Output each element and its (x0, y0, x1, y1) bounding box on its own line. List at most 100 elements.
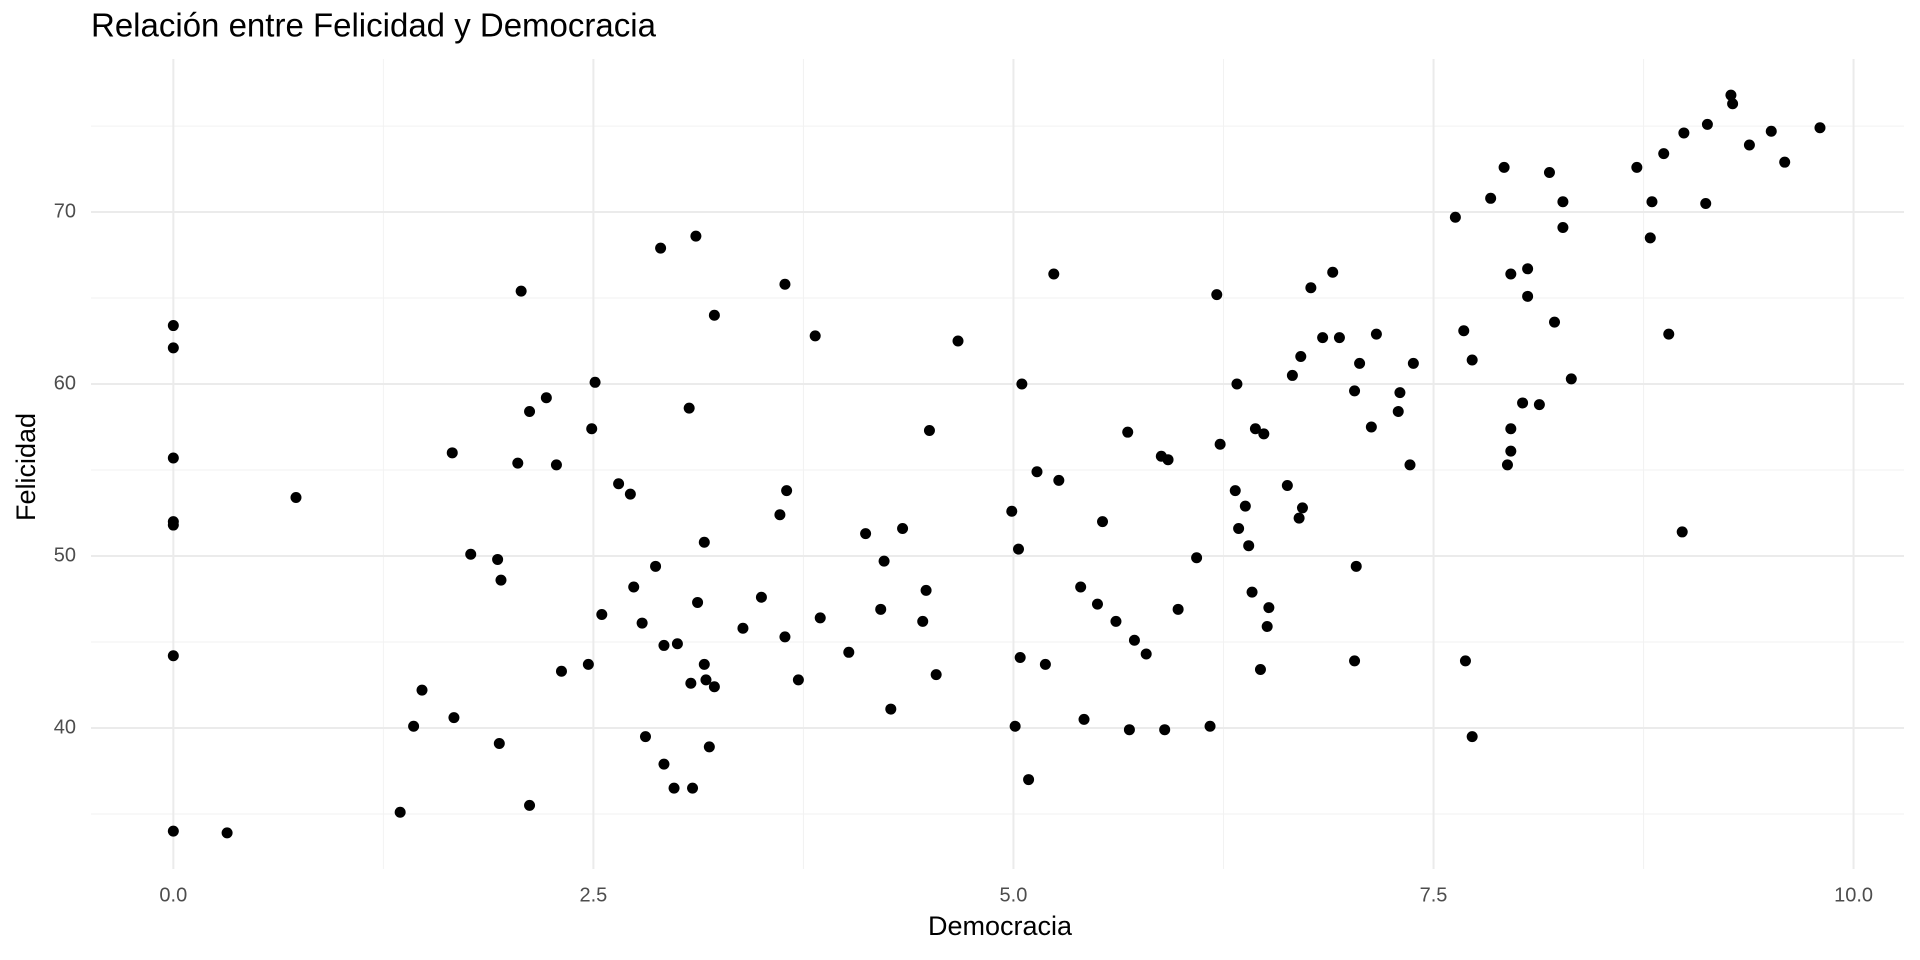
point (1239, 500, 1251, 512)
point (1254, 664, 1266, 676)
point (1522, 290, 1534, 302)
point (1727, 98, 1739, 110)
point (1658, 148, 1670, 160)
point (878, 555, 890, 567)
y-tick-label: 50 (54, 544, 76, 566)
point (221, 827, 233, 839)
point (1466, 354, 1478, 366)
point (683, 402, 695, 414)
point (448, 712, 460, 724)
point (1091, 598, 1103, 610)
point (923, 424, 935, 436)
point (1317, 332, 1329, 344)
point (1543, 167, 1555, 179)
point (814, 612, 826, 624)
point (1233, 522, 1245, 534)
point (1725, 89, 1737, 101)
point (1370, 328, 1382, 340)
y-tick-label: 60 (54, 372, 76, 394)
point (1123, 724, 1135, 736)
point (1110, 615, 1122, 627)
point (658, 758, 670, 770)
point (515, 285, 527, 297)
point (1498, 161, 1510, 173)
point (930, 669, 942, 681)
point (1006, 505, 1018, 517)
point (1631, 161, 1643, 173)
point (1676, 526, 1688, 538)
point (690, 230, 702, 242)
point (1485, 192, 1497, 204)
point (1023, 774, 1035, 786)
point (1565, 373, 1577, 385)
x-axis-title: Democracia (928, 911, 1073, 941)
point (917, 615, 929, 627)
point (1458, 325, 1470, 337)
point (779, 631, 791, 643)
point (698, 658, 710, 670)
point (465, 548, 477, 560)
point (1078, 713, 1090, 725)
point (636, 617, 648, 629)
point (1814, 122, 1826, 134)
point (1644, 232, 1656, 244)
point (897, 522, 909, 534)
point (167, 825, 179, 837)
point (755, 591, 767, 603)
point (1701, 118, 1713, 130)
point (613, 478, 625, 490)
point (1075, 581, 1087, 593)
point (1204, 720, 1216, 732)
point (596, 608, 608, 620)
point (1243, 540, 1255, 552)
point (1700, 197, 1712, 209)
point (290, 492, 302, 504)
point (792, 674, 804, 686)
point (1305, 282, 1317, 294)
point (952, 335, 964, 347)
point (1009, 720, 1021, 732)
point (1365, 421, 1377, 433)
point (167, 342, 179, 354)
point (708, 681, 720, 693)
point (1333, 332, 1345, 344)
point (167, 452, 179, 464)
point (1122, 426, 1134, 438)
point (1296, 502, 1308, 514)
point (1350, 560, 1362, 572)
point (885, 703, 897, 715)
point (1765, 125, 1777, 137)
point (1466, 731, 1478, 743)
point (555, 665, 567, 677)
point (540, 392, 552, 404)
point (589, 376, 601, 388)
point (703, 741, 715, 753)
y-tick-label: 70 (54, 200, 76, 222)
point (708, 309, 720, 321)
point (495, 574, 507, 586)
point (416, 684, 428, 696)
point (1261, 621, 1273, 633)
x-tick-label: 0.0 (159, 884, 187, 906)
point (737, 622, 749, 634)
point (1162, 454, 1174, 466)
point (624, 488, 636, 500)
point (774, 509, 786, 521)
point (671, 638, 683, 650)
point (698, 536, 710, 548)
point (1281, 479, 1293, 491)
point (1557, 222, 1569, 234)
point (779, 278, 791, 290)
point (920, 584, 932, 596)
point (1779, 156, 1791, 168)
point (1678, 127, 1690, 139)
point (1505, 423, 1517, 435)
point (524, 406, 536, 418)
point (860, 528, 872, 540)
point (843, 646, 855, 658)
point (1327, 266, 1339, 278)
point (1349, 655, 1361, 667)
point (493, 737, 505, 749)
point (1407, 357, 1419, 369)
